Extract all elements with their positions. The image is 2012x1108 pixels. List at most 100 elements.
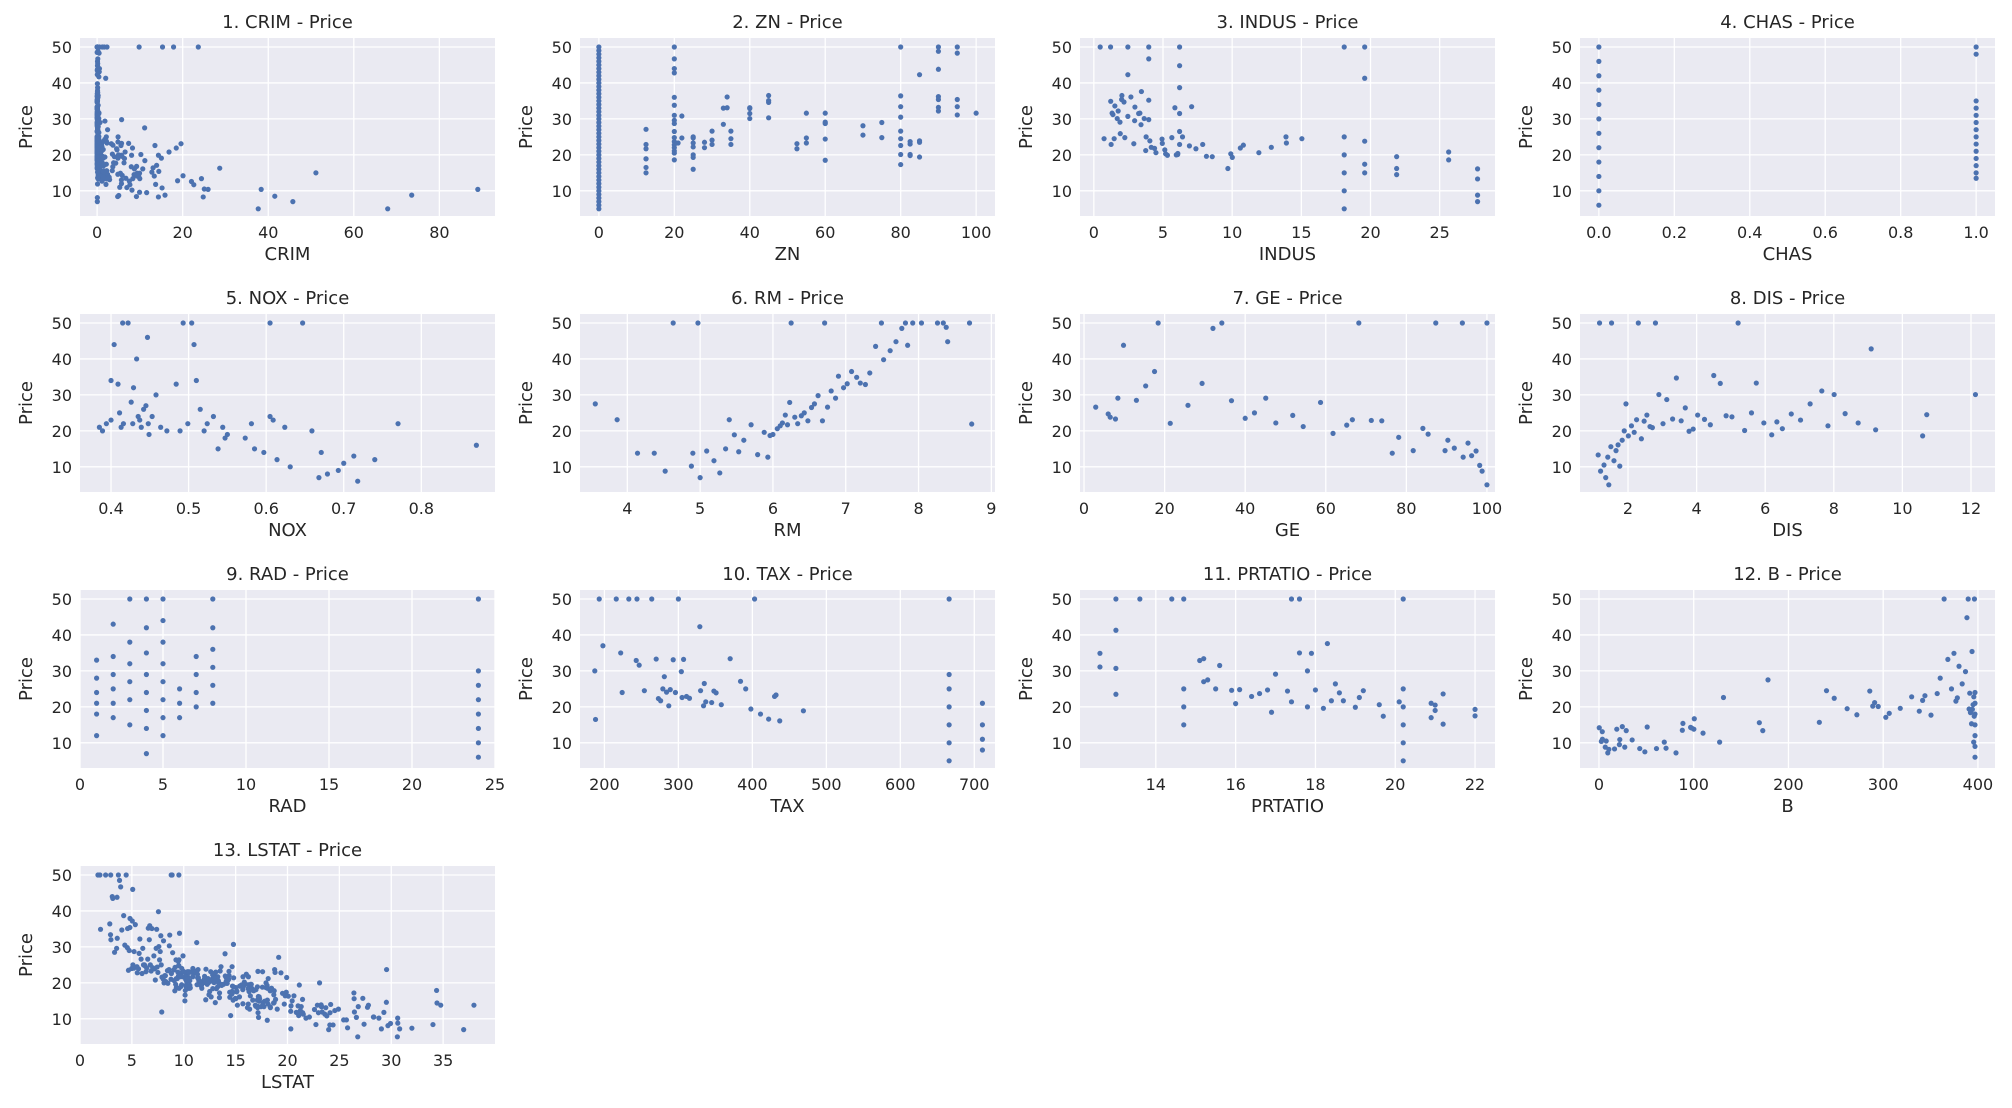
data-point	[822, 320, 828, 326]
y-tick-label: 40	[1552, 350, 1572, 369]
data-point	[1433, 320, 1439, 326]
data-point	[230, 941, 237, 947]
data-point	[103, 161, 109, 167]
data-point	[248, 981, 254, 987]
data-point	[248, 421, 255, 427]
data-point	[118, 884, 124, 890]
data-point	[471, 1002, 477, 1008]
data-point	[1228, 398, 1235, 404]
x-tick-label: 700	[959, 775, 990, 794]
data-point	[788, 320, 794, 326]
data-point	[323, 1005, 329, 1011]
data-point	[690, 134, 696, 140]
x-tick-label: 6	[768, 499, 778, 518]
data-point	[1362, 138, 1368, 144]
x-tick-label: 5	[158, 775, 168, 794]
data-point	[298, 1004, 304, 1010]
data-point	[1875, 703, 1881, 710]
data-point	[671, 94, 677, 100]
data-point	[108, 872, 114, 878]
data-point	[140, 945, 146, 951]
data-point	[1380, 713, 1386, 719]
data-point	[695, 320, 701, 326]
data-point	[1652, 320, 1659, 326]
data-point	[1617, 736, 1623, 743]
data-point	[1628, 423, 1635, 429]
data-point	[795, 421, 801, 427]
x-tick-label: 20	[277, 1051, 297, 1070]
data-point	[261, 1004, 267, 1010]
data-point	[596, 76, 602, 82]
data-point	[1219, 320, 1225, 326]
data-point	[766, 716, 772, 722]
data-point	[1147, 138, 1153, 144]
data-point	[260, 969, 266, 975]
data-point	[679, 694, 685, 701]
data-point	[1131, 141, 1137, 147]
data-point	[1873, 427, 1879, 433]
data-point	[234, 988, 240, 994]
data-point	[1283, 140, 1289, 146]
data-point	[1679, 727, 1685, 733]
data-point	[879, 119, 885, 126]
data-point	[1608, 444, 1614, 450]
data-point	[116, 877, 123, 883]
data-point	[1097, 44, 1103, 50]
data-point	[1595, 452, 1601, 458]
data-point	[119, 153, 125, 159]
data-point	[1596, 145, 1602, 151]
data-point	[700, 703, 707, 709]
data-point	[596, 58, 602, 64]
data-point	[1113, 665, 1119, 671]
data-point	[130, 886, 136, 892]
y-tick-label: 10	[1552, 458, 1572, 477]
data-point	[200, 194, 206, 200]
x-tick-label: 100	[1472, 499, 1503, 518]
data-point	[794, 141, 800, 147]
data-point	[324, 471, 331, 477]
data-point	[902, 320, 909, 326]
data-point	[165, 980, 171, 986]
data-point	[686, 695, 693, 701]
x-tick-label: 0.0	[1586, 223, 1611, 242]
data-point	[133, 193, 140, 200]
y-tick-label: 10	[552, 458, 572, 477]
data-point	[1256, 690, 1263, 697]
data-point	[1973, 105, 1979, 111]
data-point	[755, 452, 761, 458]
data-point	[1288, 596, 1295, 602]
data-point	[1964, 615, 1970, 621]
data-point	[1284, 688, 1291, 694]
data-point	[156, 168, 162, 175]
data-point	[162, 192, 168, 198]
data-point	[878, 320, 885, 326]
data-point	[1596, 87, 1602, 93]
data-point	[600, 643, 606, 649]
y-tick-label: 40	[552, 74, 572, 93]
chart-title: 5. NOX - Price	[226, 288, 350, 309]
data-point	[139, 970, 145, 977]
data-point	[158, 962, 164, 968]
data-point	[1132, 118, 1138, 124]
data-point	[1229, 687, 1235, 693]
data-point	[761, 429, 767, 435]
data-point	[242, 435, 248, 441]
data-point	[690, 166, 696, 172]
data-point	[1937, 675, 1943, 681]
y-tick-label: 20	[1052, 698, 1072, 717]
data-point	[893, 339, 899, 345]
data-point	[1410, 448, 1416, 454]
data-point	[1320, 705, 1327, 711]
y-tick-label: 10	[52, 1010, 72, 1029]
data-point	[596, 206, 602, 212]
data-point	[1186, 143, 1193, 149]
data-point	[1611, 746, 1618, 752]
data-point	[1969, 706, 1975, 712]
data-point	[140, 166, 146, 172]
data-point	[1959, 681, 1965, 687]
data-point	[670, 320, 676, 326]
data-point	[131, 948, 137, 955]
data-point	[1356, 320, 1362, 326]
data-point	[197, 406, 203, 412]
y-tick-label: 30	[552, 386, 572, 405]
